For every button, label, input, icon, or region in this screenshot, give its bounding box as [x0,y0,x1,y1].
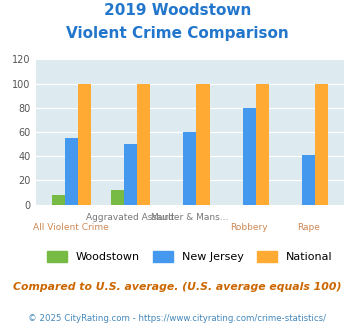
Bar [65,138,78,205]
Legend: Woodstown, New Jersey, National: Woodstown, New Jersey, National [47,251,333,262]
Text: 2019 Woodstown: 2019 Woodstown [104,3,251,18]
Text: Compared to U.S. average. (U.S. average equals 100): Compared to U.S. average. (U.S. average … [13,282,342,292]
Bar [196,83,209,205]
Text: Rape: Rape [297,223,320,232]
Bar [51,195,65,205]
Bar [243,108,256,205]
Bar [124,144,137,205]
Bar [78,83,91,205]
Bar [111,190,124,205]
Bar [184,132,196,205]
Text: Aggravated Assault: Aggravated Assault [86,213,175,222]
Bar [256,83,269,205]
Bar [137,83,150,205]
Bar [315,83,328,205]
Text: Robbery: Robbery [230,223,268,232]
Bar [302,155,315,205]
Text: © 2025 CityRating.com - https://www.cityrating.com/crime-statistics/: © 2025 CityRating.com - https://www.city… [28,314,327,323]
Text: Violent Crime Comparison: Violent Crime Comparison [66,26,289,41]
Text: All Violent Crime: All Violent Crime [33,223,109,232]
Text: Murder & Mans...: Murder & Mans... [151,213,229,222]
